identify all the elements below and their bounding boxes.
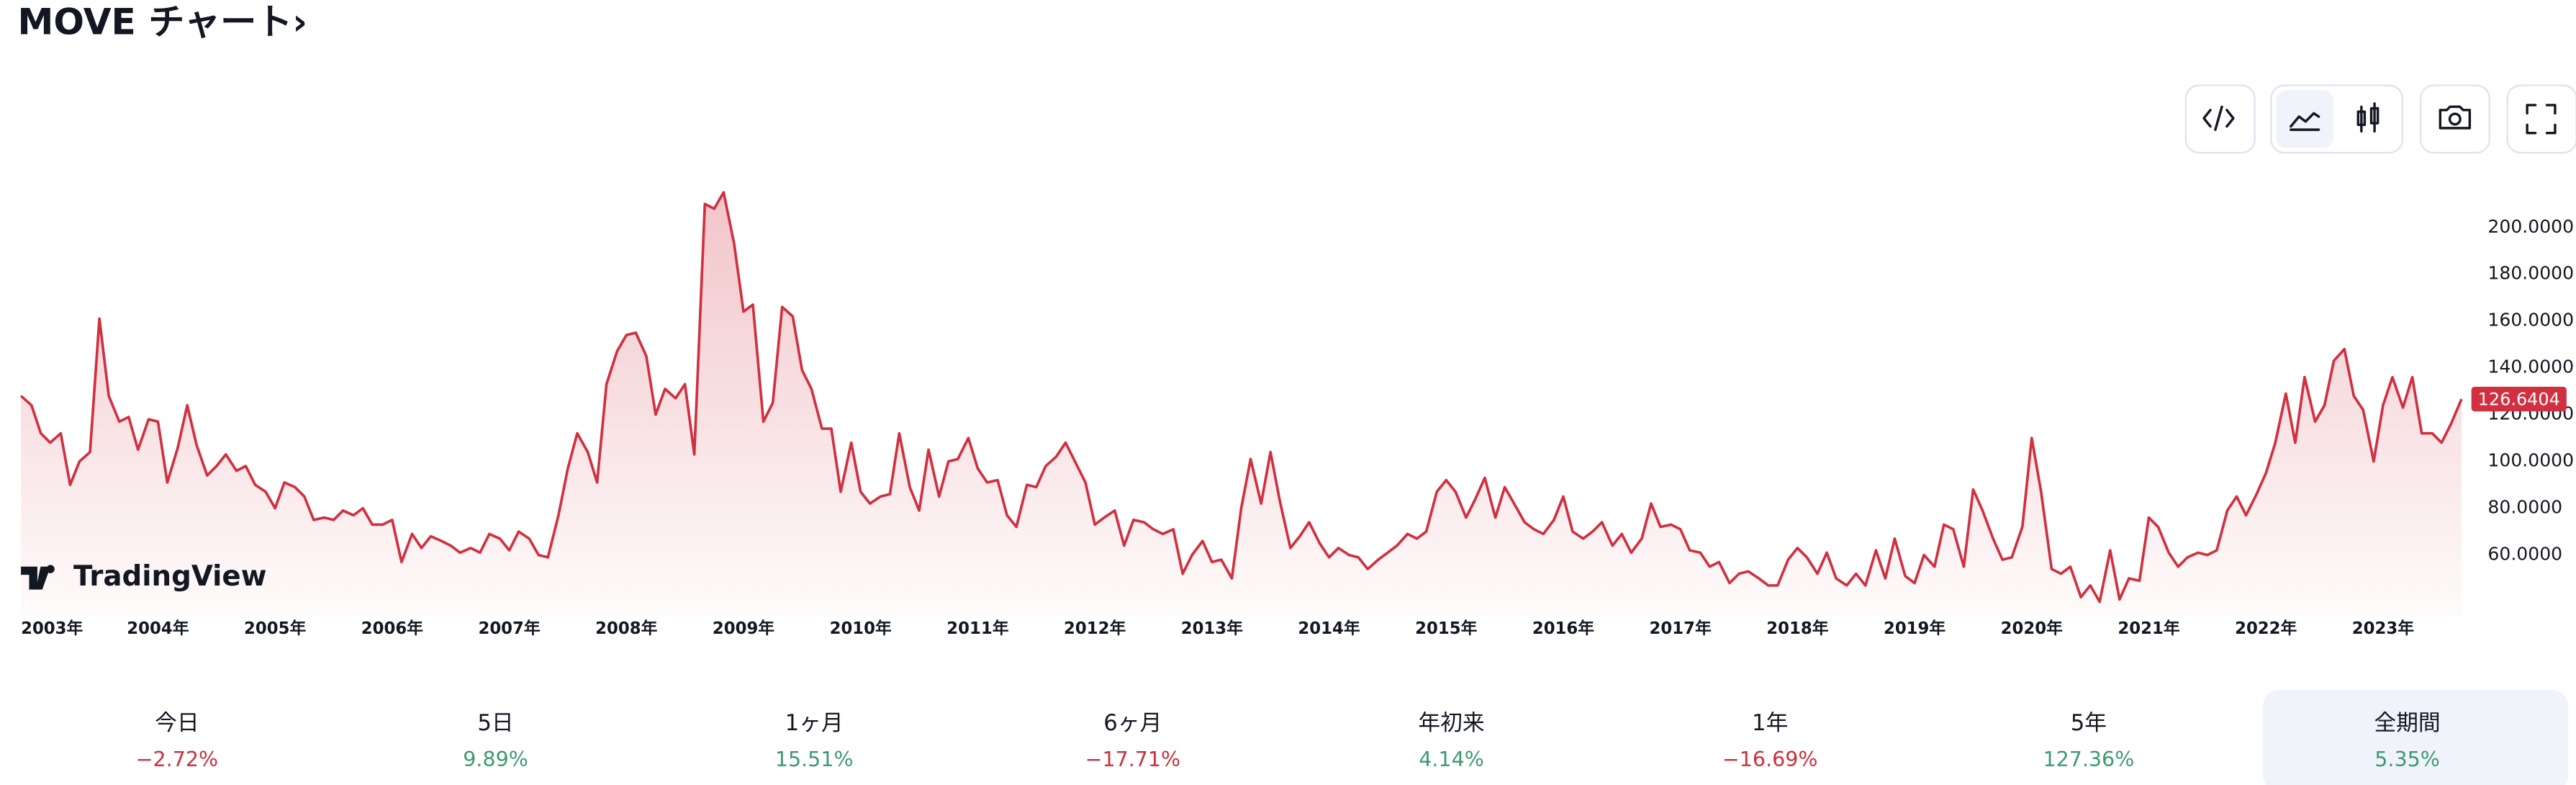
period-label[interactable]: 今日: [155, 710, 199, 736]
x-tick-label: 2015年: [1415, 619, 1477, 638]
watermark-text: TradingView: [73, 560, 266, 593]
last-value-label: 126.6404: [2478, 389, 2560, 409]
area-icon: [2290, 112, 2320, 131]
period-change[interactable]: −2.72%: [136, 748, 218, 771]
x-tick-label: 2018年: [1766, 619, 1828, 638]
candle-icon: [2356, 102, 2380, 133]
x-tick-label: 2020年: [2001, 619, 2063, 638]
x-tick-label: 2021年: [2118, 619, 2179, 638]
x-tick-label: 2019年: [1884, 619, 1945, 638]
x-tick-label: 2008年: [595, 619, 657, 638]
period-label[interactable]: 全期間: [2374, 710, 2440, 736]
snapshot-button[interactable]: [2419, 84, 2490, 154]
period-label[interactable]: 1ヶ月: [785, 710, 844, 736]
x-tick-label: 2009年: [713, 619, 774, 638]
line-chart-button[interactable]: [2276, 90, 2334, 148]
last-value-tag: [2471, 387, 2567, 412]
period-label[interactable]: 5年: [2071, 710, 2107, 736]
period-label[interactable]: 1年: [1752, 710, 1788, 736]
x-tick-label: 2012年: [1064, 619, 1126, 638]
x-tick-label: 2006年: [361, 619, 423, 638]
x-tick-label: 2007年: [478, 619, 540, 638]
x-tick-label: 2003年: [21, 619, 83, 638]
y-tick-label: 140.0000: [2487, 356, 2574, 377]
y-tick-label: 100.0000: [2487, 450, 2574, 471]
period-change[interactable]: −17.71%: [1085, 748, 1181, 771]
selected-tab: [2263, 689, 2569, 785]
embed-icon: [2202, 105, 2235, 131]
y-tick-label: 80.0000: [2487, 497, 2562, 518]
y-tick-label: 60.0000: [2487, 544, 2562, 565]
x-tick-label: 2013年: [1181, 619, 1243, 638]
toolbar: [2184, 84, 2576, 154]
x-tick-label: 2014年: [1298, 619, 1360, 638]
x-tick-label: 2011年: [946, 619, 1008, 638]
area-fill: [21, 192, 2462, 616]
period-change[interactable]: 127.36%: [2043, 748, 2134, 771]
fullscreen-button[interactable]: [2506, 84, 2576, 154]
period-change[interactable]: 15.51%: [775, 748, 854, 771]
candle-chart-button[interactable]: [2340, 90, 2398, 148]
y-tick-label: 180.0000: [2487, 263, 2574, 284]
plot-area: 60.000080.0000100.0000120.0000140.000016…: [19, 191, 2574, 638]
period-label[interactable]: 6ヶ月: [1103, 710, 1162, 736]
camera-lens: [2448, 112, 2462, 126]
period-change[interactable]: −16.69%: [1722, 748, 1818, 771]
period-label[interactable]: 年初来: [1418, 710, 1484, 736]
logo-mark: [21, 565, 55, 590]
line-series: [19, 191, 2463, 604]
x-tick-label: 2017年: [1650, 619, 1712, 638]
fullscreen-icon: [2526, 104, 2557, 135]
embed-button[interactable]: [2184, 84, 2256, 154]
x-tick-label: 2005年: [244, 619, 306, 638]
x-tick-label: 2004年: [127, 619, 189, 638]
period-label[interactable]: 5日: [477, 710, 513, 736]
period-change[interactable]: 5.35%: [2374, 748, 2440, 771]
period-change[interactable]: 9.89%: [463, 748, 528, 771]
x-tick-label: 2023年: [2352, 619, 2414, 638]
period-change[interactable]: 4.14%: [1419, 748, 1484, 771]
camera-icon: [2439, 105, 2472, 130]
x-tick-label: 2016年: [1532, 619, 1594, 638]
x-tick-label: 2022年: [2235, 619, 2297, 638]
x-tick-label: 2010年: [830, 619, 892, 638]
page-title[interactable]: MOVE チャート›: [18, 1, 308, 43]
y-tick-label: 160.0000: [2487, 310, 2574, 331]
y-tick-label: 200.0000: [2487, 216, 2574, 237]
watermark: TradingView: [21, 560, 267, 593]
period-tabs: 今日 −2.72% 5日 9.89% 1ヶ月 15.51% 6ヶ月 −17.71% 年初来 4.1…: [136, 689, 2569, 785]
